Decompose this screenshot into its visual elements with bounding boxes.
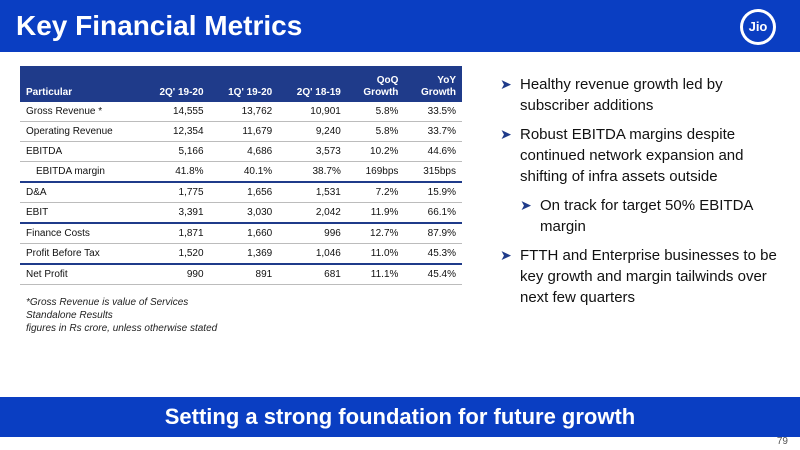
table-cell: 1,656	[209, 182, 279, 203]
table-cell: 5.8%	[346, 102, 405, 122]
table-cell: 2,042	[278, 202, 347, 224]
table-cell: 11.9%	[346, 202, 405, 224]
table-row: Finance Costs 1,871 1,660 996 12.7% 87.9…	[20, 223, 462, 244]
footnote-standalone: Standalone Results	[26, 310, 113, 321]
header-2q-18-19: 2Q' 18-19	[296, 87, 341, 98]
table-cell: 3,391	[140, 202, 210, 224]
table-row: Gross Revenue * 14,555 13,762 10,901 5.8…	[20, 102, 462, 122]
table-cell: 33.7%	[404, 121, 462, 142]
bullet-text: Healthy revenue growth led by subscriber…	[520, 76, 723, 114]
table-cell: 1,531	[278, 182, 347, 203]
key-points-list: ➤ Healthy revenue growth led by subscrib…	[500, 74, 790, 316]
header-1q-19-20: 1Q' 19-20	[228, 87, 273, 98]
table-cell: 11.0%	[346, 243, 405, 265]
table-cell: 66.1%	[404, 202, 462, 224]
table-cell: EBITDA margin	[20, 161, 141, 183]
table-cell: 7.2%	[346, 182, 405, 203]
table-cell: 169bps	[346, 161, 405, 183]
bullet-item: ➤ FTTH and Enterprise businesses to be k…	[500, 245, 790, 308]
footer-banner: Setting a strong foundation for future g…	[0, 397, 800, 437]
table-cell: 11,679	[209, 121, 279, 142]
table-row: EBIT 3,391 3,030 2,042 11.9% 66.1%	[20, 202, 462, 224]
table-cell: 41.8%	[140, 161, 210, 183]
table-cell: Operating Revenue	[20, 121, 141, 142]
footnote-units: figures in Rs crore, unless otherwise st…	[26, 323, 218, 334]
table-cell: 12.7%	[346, 223, 405, 244]
bullet-text: FTTH and Enterprise businesses to be key…	[520, 247, 777, 306]
header-2q-19-20: 2Q' 19-20	[159, 87, 204, 98]
table-cell: 990	[140, 264, 210, 285]
table-cell: Net Profit	[20, 264, 141, 285]
table-cell: 1,775	[140, 182, 210, 203]
page-title: Key Financial Metrics	[16, 10, 303, 41]
table-row: EBITDA margin 41.8% 40.1% 38.7% 169bps 3…	[20, 161, 462, 183]
arrow-bullet-icon: ➤	[500, 247, 512, 263]
table-cell: 1,046	[278, 243, 347, 265]
table-row: EBITDA 5,166 4,686 3,573 10.2% 44.6%	[20, 141, 462, 162]
table-cell: 681	[278, 264, 347, 285]
arrow-bullet-icon: ➤	[500, 126, 512, 142]
table-row: Profit Before Tax 1,520 1,369 1,046 11.0…	[20, 243, 462, 265]
table-cell: 1,871	[140, 223, 210, 244]
arrow-bullet-icon: ➤	[520, 197, 532, 213]
table-cell: 10,901	[278, 102, 347, 122]
bullet-text: Robust EBITDA margins despite continued …	[520, 126, 744, 185]
header-particular: Particular	[26, 87, 73, 98]
jio-logo: Jio	[740, 9, 776, 45]
bullet-item: ➤ Robust EBITDA margins despite continue…	[500, 124, 790, 187]
table-cell: 44.6%	[404, 141, 462, 162]
table-cell: 33.5%	[404, 102, 462, 122]
table-cell: 4,686	[209, 141, 279, 162]
arrow-bullet-icon: ➤	[500, 76, 512, 92]
table-cell: 45.4%	[404, 264, 462, 285]
table-cell: 5,166	[140, 141, 210, 162]
page-number: 79	[776, 436, 788, 447]
table-cell: EBIT	[20, 202, 141, 224]
table-cell: 9,240	[278, 121, 347, 142]
header-qoq-growth: QoQ Growth	[363, 75, 399, 98]
table-cell: 3,573	[278, 141, 347, 162]
table-cell: 5.8%	[346, 121, 405, 142]
table-row: Net Profit 990 891 681 11.1% 45.4%	[20, 264, 462, 285]
table-cell: 891	[209, 264, 279, 285]
header-bar: Key Financial Metrics Jio	[0, 0, 800, 52]
table-cell: D&A	[20, 182, 141, 203]
footnote-gross-revenue: *Gross Revenue is value of Services	[26, 297, 189, 308]
table-cell: 1,660	[209, 223, 279, 244]
table-cell: 1,369	[209, 243, 279, 265]
table-row: D&A 1,775 1,656 1,531 7.2% 15.9%	[20, 182, 462, 203]
table-cell: 3,030	[209, 202, 279, 224]
bullet-text: On track for target 50% EBITDA margin	[540, 197, 753, 235]
sub-bullet-item: ➤ On track for target 50% EBITDA margin	[520, 195, 790, 237]
table-footnotes: *Gross Revenue is value of Services Stan…	[26, 296, 217, 335]
table-cell: 315bps	[404, 161, 462, 183]
table-cell: 10.2%	[346, 141, 405, 162]
table-cell: 38.7%	[278, 161, 347, 183]
table-cell: Gross Revenue *	[20, 102, 141, 122]
header-yoy-growth: YoY Growth	[421, 75, 456, 98]
table-cell: Finance Costs	[20, 223, 141, 244]
table-cell: 15.9%	[404, 182, 462, 203]
table-cell: 13,762	[209, 102, 279, 122]
table-cell: 87.9%	[404, 223, 462, 244]
jio-logo-text: Jio	[743, 12, 773, 42]
financial-metrics-table: Particular 2Q' 19-20 1Q' 19-20 2Q' 18-19…	[20, 66, 462, 285]
bullet-item: ➤ Healthy revenue growth led by subscrib…	[500, 74, 790, 116]
table-cell: EBITDA	[20, 141, 141, 162]
footer-tagline: Setting a strong foundation for future g…	[164, 404, 636, 429]
table-cell: 40.1%	[209, 161, 279, 183]
table-cell: 45.3%	[404, 243, 462, 265]
table-cell: 14,555	[140, 102, 210, 122]
table-cell: 11.1%	[346, 264, 405, 285]
table-row: Operating Revenue 12,354 11,679 9,240 5.…	[20, 121, 462, 142]
table-cell: 996	[278, 223, 347, 244]
table-cell: 1,520	[140, 243, 210, 265]
table-cell: Profit Before Tax	[20, 243, 141, 265]
table-cell: 12,354	[140, 121, 210, 142]
table-header-row: Particular 2Q' 19-20 1Q' 19-20 2Q' 18-19…	[20, 66, 462, 102]
